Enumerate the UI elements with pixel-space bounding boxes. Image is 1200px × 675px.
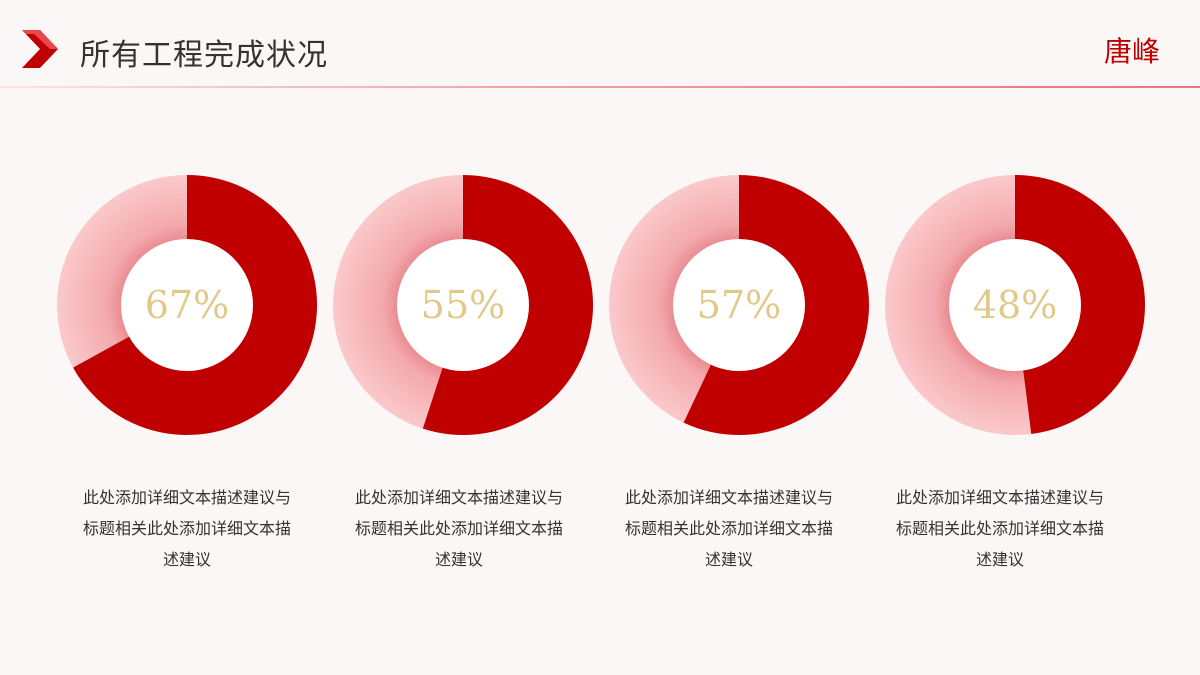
donut-chart-2: 55%: [328, 170, 598, 440]
donut-center-hole: [949, 239, 1081, 371]
donut-svg-1: [57, 175, 317, 436]
donut-label-3: 57%: [696, 283, 782, 327]
caption-3: 此处添加详细文本描述建议与标题相关此处添加详细文本描述建议: [624, 488, 833, 569]
donut-charts: 67% 55% 57% 48%: [0, 160, 1200, 450]
header: 所有工程完成状况 唐峰: [0, 0, 1200, 90]
donut-svg-3: [609, 175, 869, 435]
donut-center-hole: [397, 239, 529, 371]
caption-4: 此处添加详细文本描述建议与标题相关此处添加详细文本描述建议: [895, 488, 1104, 569]
chevron-logo-icon: [22, 30, 58, 68]
donut-label-1: 67%: [144, 283, 230, 327]
caption-1: 此处添加详细文本描述建议与标题相关此处添加详细文本描述建议: [82, 488, 291, 569]
caption-2: 此处添加详细文本描述建议与标题相关此处添加详细文本描述建议: [354, 488, 563, 569]
donut-label-2: 55%: [420, 283, 506, 327]
donut-svg-2: [333, 175, 593, 436]
page-title: 所有工程完成状况: [80, 38, 328, 73]
donut-chart-1: 67%: [52, 170, 322, 440]
donut-center-hole: [121, 239, 253, 371]
donut-label-4: 48%: [972, 283, 1058, 327]
donut-chart-4: 48%: [880, 170, 1150, 440]
donut-center-hole: [673, 239, 805, 371]
donut-svg-4: [885, 175, 1145, 435]
header-divider: [0, 86, 1200, 88]
donut-chart-3: 57%: [604, 170, 874, 440]
author-name: 唐峰: [1103, 35, 1160, 68]
